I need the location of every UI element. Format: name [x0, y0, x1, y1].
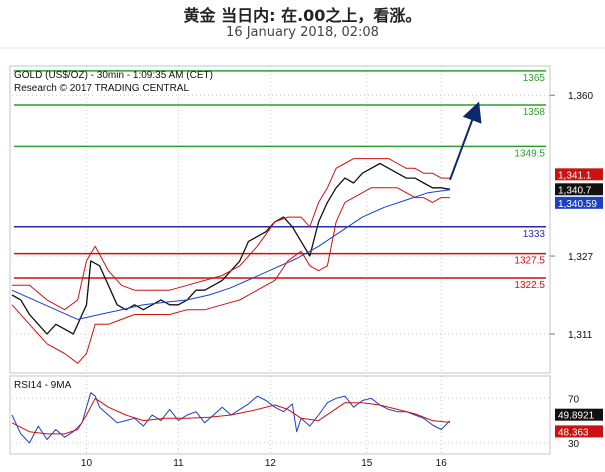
forecast-arrow: [449, 101, 482, 181]
page-title: 黄金 当日内: 在.00之上，看涨。: [183, 6, 422, 25]
y-tick-label-1-327: 1,327: [568, 252, 593, 263]
price-tag-1-340-7: 1,340.7: [558, 185, 592, 196]
series-rsi-ma: [11, 397, 451, 435]
y-tick-label-1-360: 1,360: [568, 91, 593, 102]
series-price: [11, 162, 451, 335]
y-tick-label-1-311: 1,311: [568, 330, 593, 341]
axis-layer: 10 11 12 15 16 1,360 1,327 1,311 70 30: [81, 91, 594, 469]
series-layer: [11, 101, 482, 444]
level-label-1327-5: 1327.5: [514, 256, 545, 267]
instrument-label: GOLD (US$/OZ) - 30min - 1:09:35 AM (CET): [14, 70, 213, 81]
series-rsi: [11, 392, 451, 444]
level-label-1333: 1333: [523, 229, 546, 240]
tag-layer: 1,341.1 1,340.7 1,340.59 49.8921 48.363: [555, 168, 603, 438]
level-lines: 1365 1358 1349.5 1333 1327.5 1322.5: [14, 70, 546, 291]
price-tag-box: [555, 183, 603, 196]
grid-layer: [12, 66, 550, 454]
source-label: Research © 2017 TRADING CENTRAL: [14, 83, 189, 94]
x-tick-label-15: 15: [361, 458, 373, 469]
level-label-1349-5: 1349.5: [514, 148, 545, 159]
price-tag-1-340-59: 1,340.59: [558, 199, 597, 210]
rsi-tag-48-363: 48.363: [558, 427, 589, 438]
level-label-1322-5: 1322.5: [514, 280, 545, 291]
price-tag-1-341-1: 1,341.1: [558, 170, 592, 181]
series-bollinger-upper: [12, 158, 450, 311]
rsi-tick-label-30: 30: [568, 439, 580, 450]
rsi-tag-box: [555, 425, 603, 438]
level-label-1358: 1358: [523, 107, 546, 118]
price-tag-box: [555, 196, 603, 209]
indicator-label: RSI14 - 9MA: [14, 380, 72, 391]
level-label-1365: 1365: [523, 73, 546, 84]
x-tick-label-11: 11: [173, 458, 184, 469]
rsi-tick-label-70: 70: [568, 394, 580, 405]
series-moving-average: [11, 189, 451, 320]
x-tick-label-12: 12: [265, 458, 277, 469]
rsi-tag-49-8921: 49.8921: [558, 411, 595, 422]
price-tag-box: [555, 168, 603, 181]
x-tick-label-10: 10: [81, 458, 93, 469]
x-tick-label-16: 16: [436, 458, 448, 469]
rsi-tag-box: [555, 408, 603, 421]
rsi-panel-frame: [9, 375, 551, 455]
price-panel-frame: [9, 65, 551, 374]
series-bollinger-lower: [11, 187, 450, 364]
page-subtitle: 16 January 2018, 02:08: [226, 25, 379, 40]
